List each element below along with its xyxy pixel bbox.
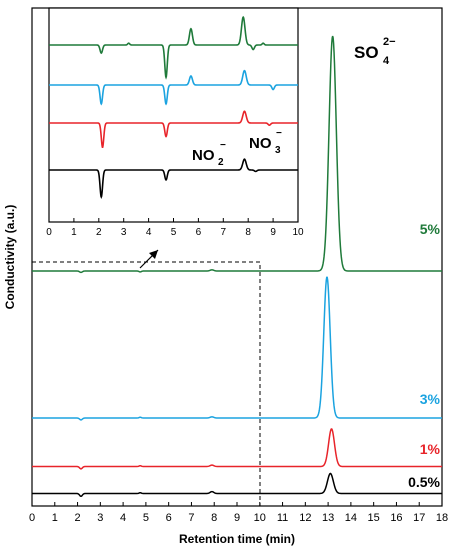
x-tick-label: 3: [97, 512, 103, 524]
x-tick-label: 0: [29, 512, 35, 524]
y-axis-title: Conductivity (a.u.): [3, 205, 17, 310]
x-tick-label: 13: [322, 512, 334, 524]
x-tick-label: 1: [52, 512, 58, 524]
main-series-labels: 0.5% 1% 3% 5%: [408, 221, 440, 490]
nitrite-peak-label: NO: [192, 147, 215, 164]
sulfate-peak-label: SO: [354, 43, 379, 62]
x-tick-label: 15: [368, 512, 380, 524]
x-tick-label: 17: [413, 512, 425, 524]
zoom-arrow-head: [149, 250, 158, 259]
trace-0_5pct: [32, 472, 442, 498]
zoom-region-box: [32, 261, 261, 506]
nitrite-peak-label-subscript: 2: [218, 157, 224, 168]
x-tick-label: 9: [234, 512, 240, 524]
inset-x-axis: 0 1 2 3 4 5 6 7 8 9 10: [46, 218, 304, 238]
trace-3pct: [32, 276, 442, 421]
trace-0_5pct: [49, 158, 298, 200]
series-label-3pct: 3%: [420, 391, 441, 407]
x-tick-label: 12: [299, 512, 311, 524]
x-tick-label: 5: [171, 227, 177, 238]
trace-1pct: [32, 428, 442, 470]
trace-5pct: [32, 35, 442, 274]
series-label-1pct: 1%: [420, 441, 441, 457]
x-tick-label: 10: [292, 227, 304, 238]
x-tick-label: 6: [166, 512, 172, 524]
x-tick-label: 7: [188, 512, 194, 524]
x-tick-label: 2: [74, 512, 80, 524]
series-label-0_5pct: 0.5%: [408, 474, 440, 490]
series-label-5pct: 5%: [420, 221, 441, 237]
main-x-axis: 0 1 2 3 4 5 6 7 8 9 10 11 12 13 14 15 16 17 18: [29, 502, 448, 524]
nitrate-peak-label: NO: [249, 135, 272, 152]
x-tick-label: 16: [390, 512, 402, 524]
nitrate-peak-label-superscript: −: [276, 128, 282, 139]
x-tick-label: 9: [270, 227, 276, 238]
x-tick-label: 6: [196, 227, 202, 238]
x-tick-label: 0: [46, 227, 52, 238]
sulfate-peak-label-superscript: 2−: [383, 36, 396, 48]
x-tick-label: 7: [221, 227, 227, 238]
x-tick-label: 2: [96, 227, 102, 238]
x-tick-label: 4: [120, 512, 126, 524]
x-tick-label: 8: [245, 227, 251, 238]
x-tick-label: 18: [436, 512, 448, 524]
nitrate-peak-label-subscript: 3: [275, 145, 281, 156]
sulfate-peak-label-subscript: 4: [383, 55, 390, 67]
x-tick-label: 14: [345, 512, 357, 524]
x-tick-label: 8: [211, 512, 217, 524]
x-tick-label: 3: [121, 227, 127, 238]
x-tick-label: 5: [143, 512, 149, 524]
trace-5pct: [49, 15, 298, 80]
x-tick-label: 1: [71, 227, 77, 238]
main-traces: [32, 35, 442, 498]
trace-1pct: [49, 110, 298, 148]
x-tick-label: 10: [254, 512, 266, 524]
x-tick-label: 4: [146, 227, 152, 238]
inset-traces: [49, 15, 298, 200]
inset-plot-frame: [48, 7, 299, 223]
x-axis-title: Retention time (min): [179, 532, 295, 546]
nitrite-peak-label-superscript: −: [220, 140, 226, 151]
x-tick-label: 11: [277, 512, 288, 524]
trace-3pct: [49, 69, 298, 106]
